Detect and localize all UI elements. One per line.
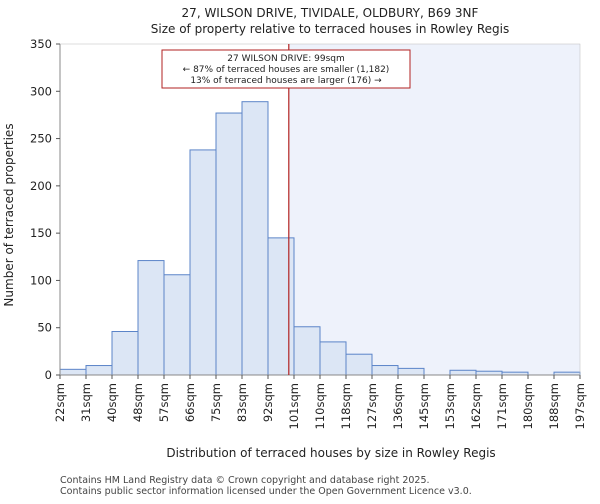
y-tick-label: 100 <box>30 273 52 287</box>
x-tick-label: 188sqm <box>547 383 561 429</box>
x-tick-label: 145sqm <box>417 383 431 429</box>
annotation-line-3: 13% of terraced houses are larger (176) … <box>190 76 382 86</box>
x-tick-label: 101sqm <box>287 383 301 429</box>
x-tick-label: 136sqm <box>391 383 405 429</box>
histogram-bar <box>371 365 399 376</box>
x-tick-label: 162sqm <box>469 383 483 429</box>
annotation-line-1: 27 WILSON DRIVE: 99sqm <box>227 54 344 64</box>
x-tick-label: 197sqm <box>573 383 587 429</box>
histogram-bar <box>59 368 87 376</box>
histogram-bar <box>319 341 347 376</box>
footer-line-2: Contains public sector information licen… <box>60 486 472 497</box>
histogram-bar <box>293 326 321 376</box>
x-tick-label: 171sqm <box>495 383 509 429</box>
y-axis-label: Number of terraced properties <box>2 123 16 306</box>
histogram-bar <box>449 369 477 376</box>
x-tick-label: 22sqm <box>53 383 67 422</box>
x-tick-label: 153sqm <box>443 383 457 429</box>
chart-title: 27, WILSON DRIVE, TIVIDALE, OLDBURY, B69… <box>182 6 479 20</box>
histogram-bar <box>267 237 295 376</box>
x-tick-label: 92sqm <box>261 383 275 422</box>
histogram-bar <box>163 274 191 376</box>
x-tick-label: 118sqm <box>339 383 353 429</box>
larger-region-shade <box>288 44 580 375</box>
chart-subtitle: Size of property relative to terraced ho… <box>151 22 509 36</box>
histogram-bar <box>241 101 269 376</box>
histogram-bar <box>137 260 165 376</box>
x-tick-label: 66sqm <box>183 383 197 422</box>
x-tick-label: 75sqm <box>209 383 223 422</box>
y-tick-label: 300 <box>30 84 52 98</box>
annotation-frame <box>161 49 411 89</box>
y-tick-label: 350 <box>30 37 52 51</box>
histogram-bar <box>215 112 243 376</box>
histogram-bar <box>397 367 425 376</box>
x-tick-label: 110sqm <box>313 383 327 429</box>
x-tick-label: 83sqm <box>235 383 249 422</box>
y-tick-label: 0 <box>45 368 52 382</box>
y-tick-label: 200 <box>30 179 52 193</box>
x-axis-label: Distribution of terraced houses by size … <box>166 446 495 460</box>
y-tick-label: 250 <box>30 132 52 146</box>
x-tick-label: 57sqm <box>157 383 171 422</box>
footer-line-1: Contains HM Land Registry data © Crown c… <box>60 475 430 486</box>
annotation-line-2: ← 87% of terraced houses are smaller (1,… <box>183 65 390 75</box>
x-tick-label: 31sqm <box>79 383 93 422</box>
y-tick-label: 50 <box>37 321 52 335</box>
annotation-box: 27 WILSON DRIVE: 99sqm ← 87% of terraced… <box>161 49 411 89</box>
histogram-bar <box>85 365 113 376</box>
histogram-bar <box>111 330 139 376</box>
histogram-bar <box>189 149 217 376</box>
y-tick-label: 150 <box>30 226 52 240</box>
x-tick-label: 48sqm <box>131 383 145 422</box>
x-tick-label: 180sqm <box>521 383 535 429</box>
x-tick-label: 40sqm <box>105 383 119 422</box>
histogram-bar <box>345 353 373 376</box>
histogram-bar <box>475 370 503 376</box>
x-tick-label: 127sqm <box>365 383 379 429</box>
